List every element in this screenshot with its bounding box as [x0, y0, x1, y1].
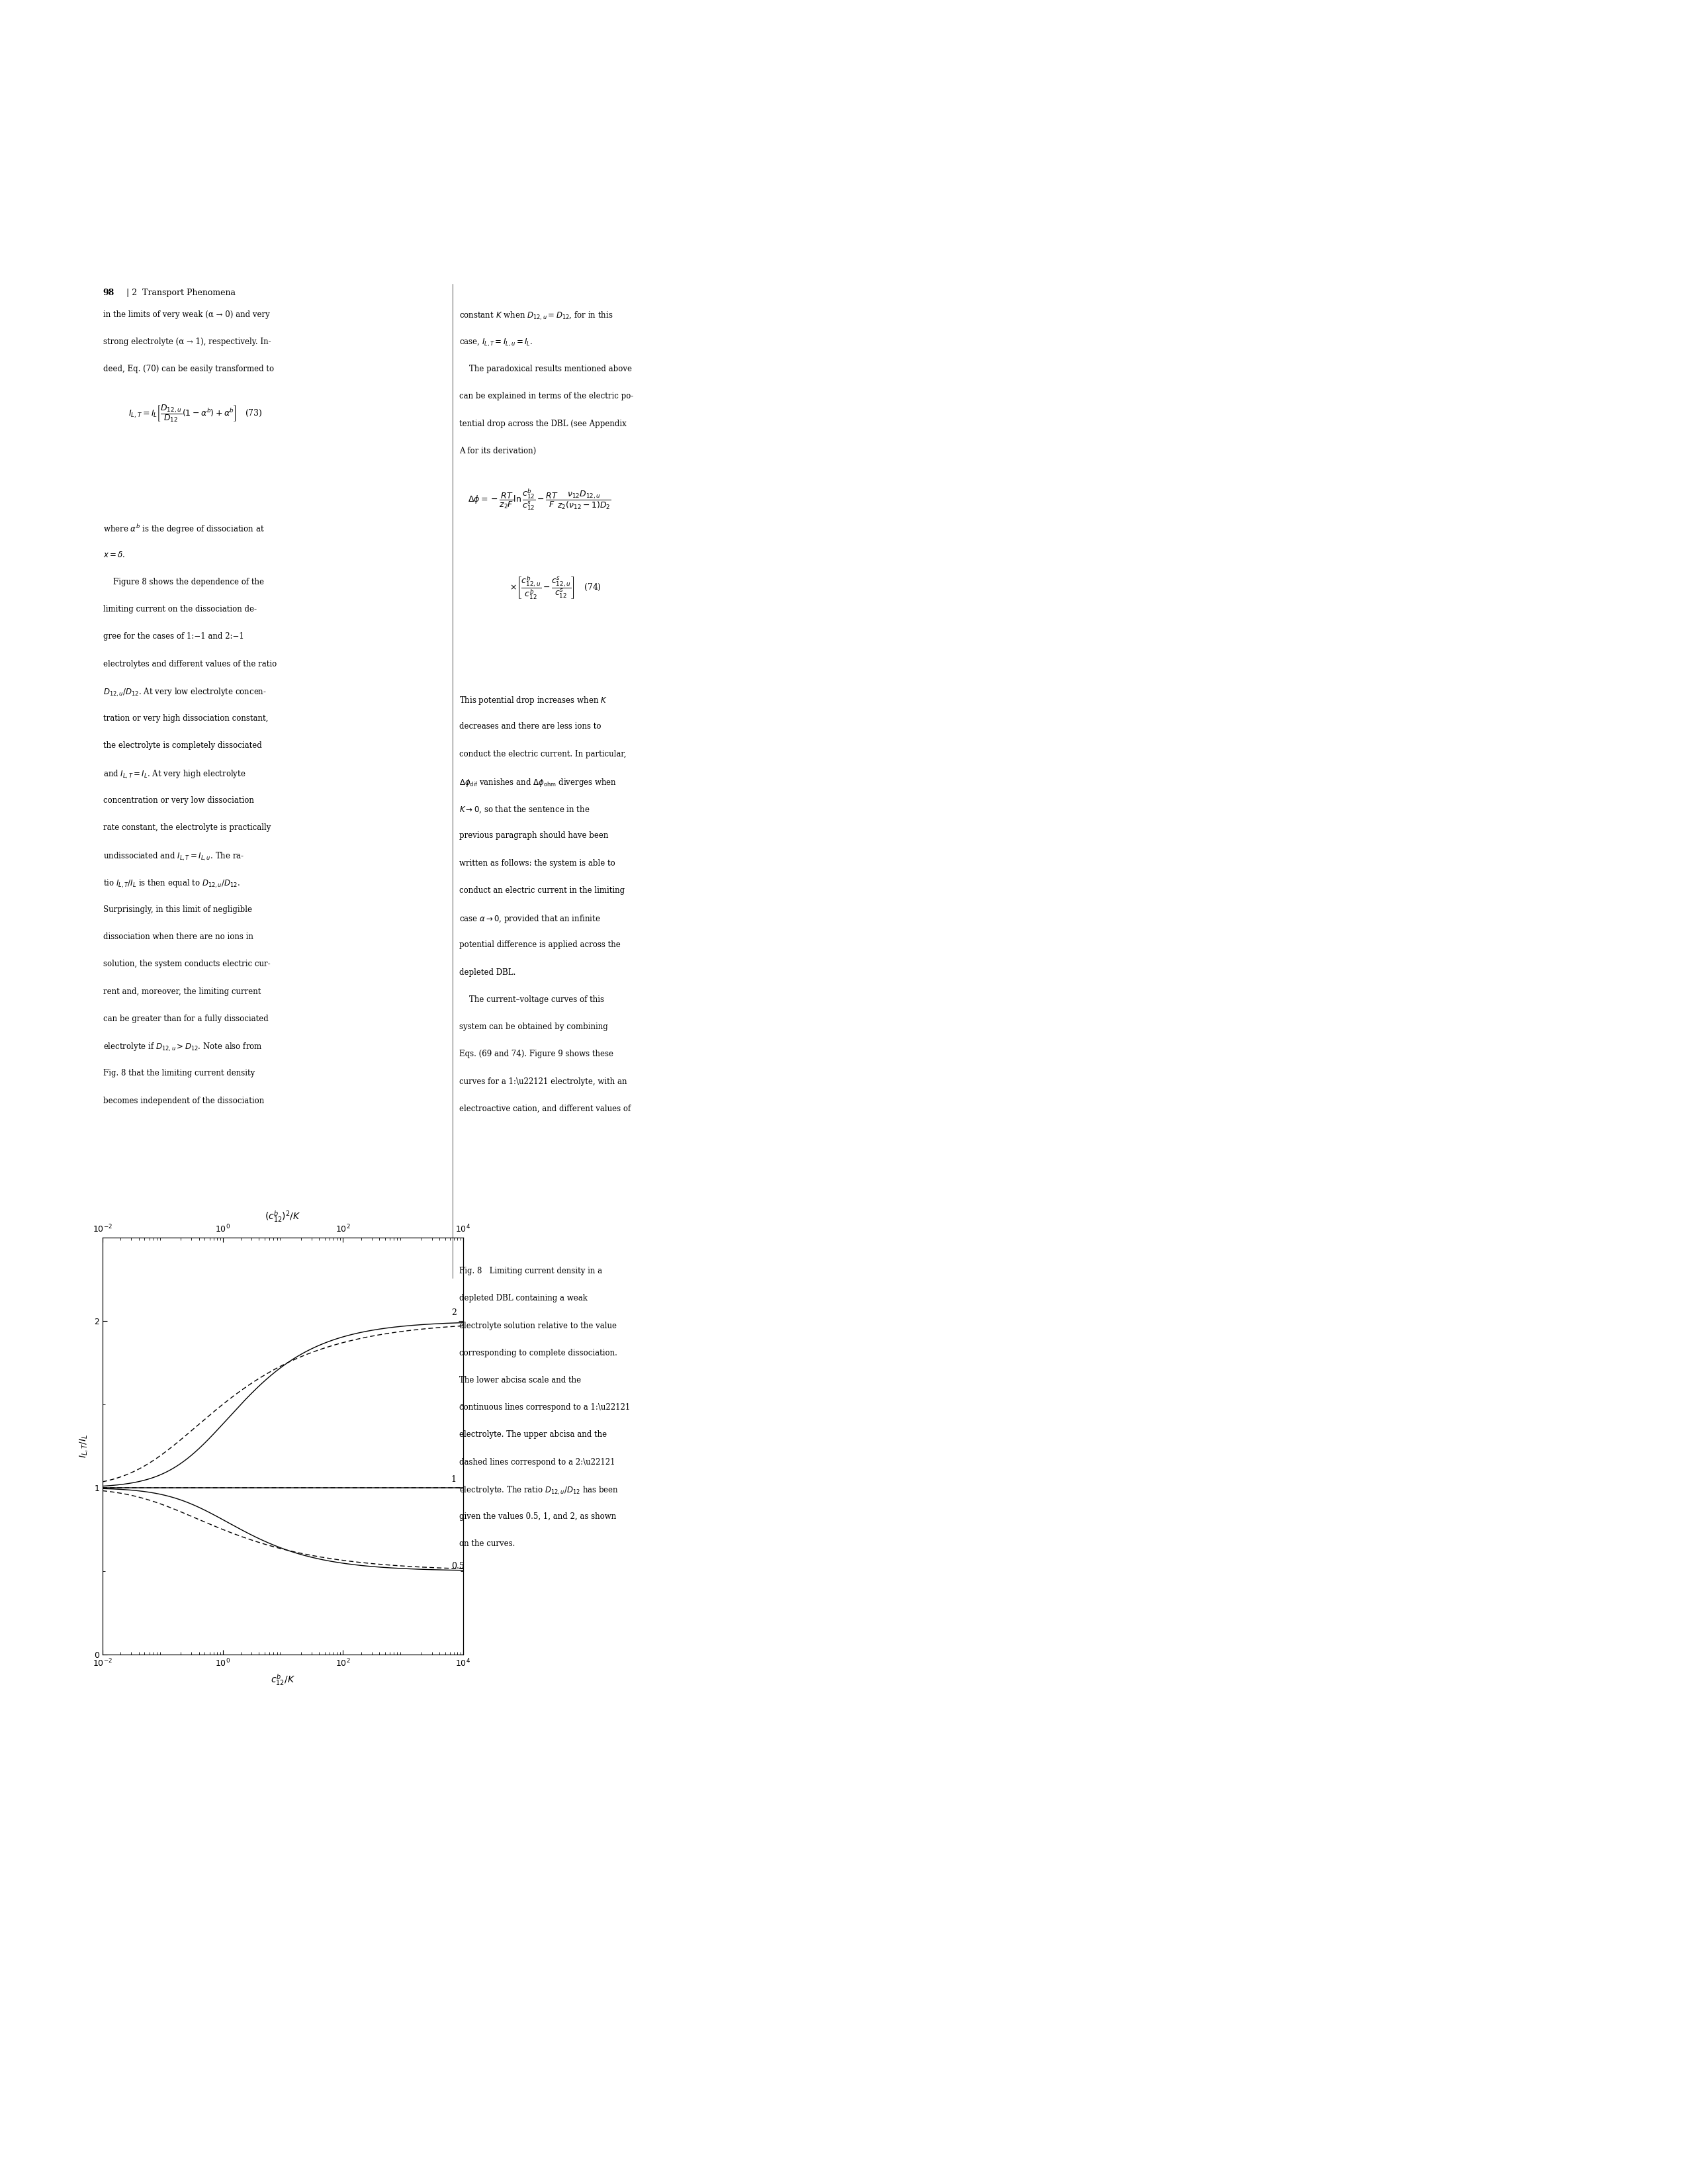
Text: The paradoxical results mentioned above: The paradoxical results mentioned above	[459, 365, 631, 373]
Text: decreases and there are less ions to: decreases and there are less ions to	[459, 723, 601, 732]
Text: dashed lines correspond to a 2:\u22121: dashed lines correspond to a 2:\u22121	[459, 1459, 614, 1465]
Text: 98: 98	[103, 288, 115, 297]
Text: tio $I_{L,T}/I_L$ is then equal to $D_{12,u}/D_{12}$.: tio $I_{L,T}/I_L$ is then equal to $D_{1…	[103, 878, 240, 889]
Text: written as follows: the system is able to: written as follows: the system is able t…	[459, 858, 614, 867]
Text: $\Delta\phi_\mathrm{dif}$ vanishes and $\Delta\phi_\mathrm{ohm}$ diverges when: $\Delta\phi_\mathrm{dif}$ vanishes and $…	[459, 778, 616, 788]
Text: rent and, moreover, the limiting current: rent and, moreover, the limiting current	[103, 987, 260, 996]
Text: $D_{12,u}/D_{12}$. At very low electrolyte concen-: $D_{12,u}/D_{12}$. At very low electroly…	[103, 686, 267, 699]
Text: potential difference is applied across the: potential difference is applied across t…	[459, 941, 621, 950]
Text: $\times\left[\dfrac{c_{12,u}^b}{c_{12}^b} - \dfrac{c_{12,u}^s}{c_{12}^s}\right]$: $\times\left[\dfrac{c_{12,u}^b}{c_{12}^b…	[510, 574, 601, 601]
Text: on the curves.: on the curves.	[459, 1540, 515, 1548]
Text: continuous lines correspond to a 1:\u22121: continuous lines correspond to a 1:\u221…	[459, 1404, 630, 1411]
Text: case, $I_{L,T} = I_{L,u} = I_L$.: case, $I_{L,T} = I_{L,u} = I_L$.	[459, 336, 533, 347]
Text: $x = \delta$.: $x = \delta$.	[103, 550, 125, 559]
Text: Fig. 8 that the limiting current density: Fig. 8 that the limiting current density	[103, 1070, 255, 1077]
Text: Eqs. (69 and 74). Figure 9 shows these: Eqs. (69 and 74). Figure 9 shows these	[459, 1051, 613, 1059]
Text: given the values 0.5, 1, and 2, as shown: given the values 0.5, 1, and 2, as shown	[459, 1511, 616, 1520]
Text: undissociated and $I_{L,T} = I_{L,u}$. The ra-: undissociated and $I_{L,T} = I_{L,u}$. T…	[103, 852, 245, 863]
Text: concentration or very low dissociation: concentration or very low dissociation	[103, 797, 253, 804]
Text: electrolyte. The ratio $D_{12,u}/D_{12}$ has been: electrolyte. The ratio $D_{12,u}/D_{12}$…	[459, 1485, 618, 1496]
Text: tration or very high dissociation constant,: tration or very high dissociation consta…	[103, 714, 268, 723]
Text: strong electrolyte (α → 1), respectively. In-: strong electrolyte (α → 1), respectively…	[103, 336, 270, 345]
Text: in the limits of very weak (α → 0) and very: in the limits of very weak (α → 0) and v…	[103, 310, 270, 319]
Text: case $\alpha\to 0$, provided that an infinite: case $\alpha\to 0$, provided that an inf…	[459, 913, 601, 924]
Text: becomes independent of the dissociation: becomes independent of the dissociation	[103, 1096, 263, 1105]
X-axis label: $c_{12}^b/K$: $c_{12}^b/K$	[270, 1673, 295, 1686]
Text: depleted DBL.: depleted DBL.	[459, 968, 515, 976]
Text: A for its derivation): A for its derivation)	[459, 448, 537, 454]
Text: the electrolyte is completely dissociated: the electrolyte is completely dissociate…	[103, 743, 262, 749]
Text: Figure 8 shows the dependence of the: Figure 8 shows the dependence of the	[103, 579, 263, 585]
Text: electrolytes and different values of the ratio: electrolytes and different values of the…	[103, 660, 277, 668]
Text: This potential drop increases when $K$: This potential drop increases when $K$	[459, 695, 608, 705]
Text: Fig. 8   Limiting current density in a: Fig. 8 Limiting current density in a	[459, 1267, 603, 1275]
Text: The lower abcisa scale and the: The lower abcisa scale and the	[459, 1376, 581, 1385]
Text: electrolyte solution relative to the value: electrolyte solution relative to the val…	[459, 1321, 616, 1330]
Text: corresponding to complete dissociation.: corresponding to complete dissociation.	[459, 1350, 618, 1356]
Text: curves for a 1:\u22121 electrolyte, with an: curves for a 1:\u22121 electrolyte, with…	[459, 1077, 626, 1085]
Text: $I_{L,T} = I_L \left[\dfrac{D_{12,u}}{D_{12}}(1-\alpha^b)+\alpha^b\right]$   (73: $I_{L,T} = I_L \left[\dfrac{D_{12,u}}{D_…	[128, 402, 263, 424]
Text: conduct an electric current in the limiting: conduct an electric current in the limit…	[459, 887, 625, 895]
Text: previous paragraph should have been: previous paragraph should have been	[459, 832, 608, 841]
Text: constant $K$ when $D_{12,u} = D_{12}$, for in this: constant $K$ when $D_{12,u} = D_{12}$, f…	[459, 310, 613, 321]
Text: gree for the cases of 1:−1 and 2:−1: gree for the cases of 1:−1 and 2:−1	[103, 633, 243, 640]
Text: tential drop across the DBL (see Appendix: tential drop across the DBL (see Appendi…	[459, 419, 626, 428]
Text: Surprisingly, in this limit of negligible: Surprisingly, in this limit of negligibl…	[103, 906, 252, 913]
Y-axis label: $I_{L,T}/I_L$: $I_{L,T}/I_L$	[78, 1435, 89, 1459]
Text: system can be obtained by combining: system can be obtained by combining	[459, 1022, 608, 1031]
Text: solution, the system conducts electric cur-: solution, the system conducts electric c…	[103, 961, 270, 968]
Text: dissociation when there are no ions in: dissociation when there are no ions in	[103, 933, 253, 941]
Text: 0.5: 0.5	[451, 1562, 464, 1570]
Text: where $\alpha^b$ is the degree of dissociation at: where $\alpha^b$ is the degree of dissoc…	[103, 524, 263, 535]
Text: electrolyte if $D_{12,u} > D_{12}$. Note also from: electrolyte if $D_{12,u} > D_{12}$. Note…	[103, 1042, 262, 1053]
Text: limiting current on the dissociation de-: limiting current on the dissociation de-	[103, 605, 257, 614]
X-axis label: $(c_{12}^b)^2/K$: $(c_{12}^b)^2/K$	[265, 1210, 300, 1223]
Text: conduct the electric current. In particular,: conduct the electric current. In particu…	[459, 749, 626, 758]
Text: The current–voltage curves of this: The current–voltage curves of this	[459, 996, 604, 1005]
Text: | 2  Transport Phenomena: | 2 Transport Phenomena	[127, 288, 236, 297]
Text: can be explained in terms of the electric po-: can be explained in terms of the electri…	[459, 393, 633, 400]
Text: $K\to 0$, so that the sentence in the: $K\to 0$, so that the sentence in the	[459, 804, 589, 815]
Text: and $I_{L,T} = I_L$. At very high electrolyte: and $I_{L,T} = I_L$. At very high electr…	[103, 769, 246, 780]
Text: deed, Eq. (70) can be easily transformed to: deed, Eq. (70) can be easily transformed…	[103, 365, 273, 373]
Text: electroactive cation, and different values of: electroactive cation, and different valu…	[459, 1105, 631, 1114]
Text: 1: 1	[451, 1474, 456, 1483]
Text: 2: 2	[451, 1308, 456, 1317]
Text: rate constant, the electrolyte is practically: rate constant, the electrolyte is practi…	[103, 823, 270, 832]
Text: depleted DBL containing a weak: depleted DBL containing a weak	[459, 1293, 587, 1302]
Text: can be greater than for a fully dissociated: can be greater than for a fully dissocia…	[103, 1013, 268, 1022]
Text: electrolyte. The upper abcisa and the: electrolyte. The upper abcisa and the	[459, 1431, 606, 1439]
Text: $\Delta\phi = -\dfrac{RT}{z_2 F}\ln\dfrac{c_{12}^b}{c_{12}^s} - \dfrac{RT}{F}\df: $\Delta\phi = -\dfrac{RT}{z_2 F}\ln\dfra…	[468, 487, 611, 511]
